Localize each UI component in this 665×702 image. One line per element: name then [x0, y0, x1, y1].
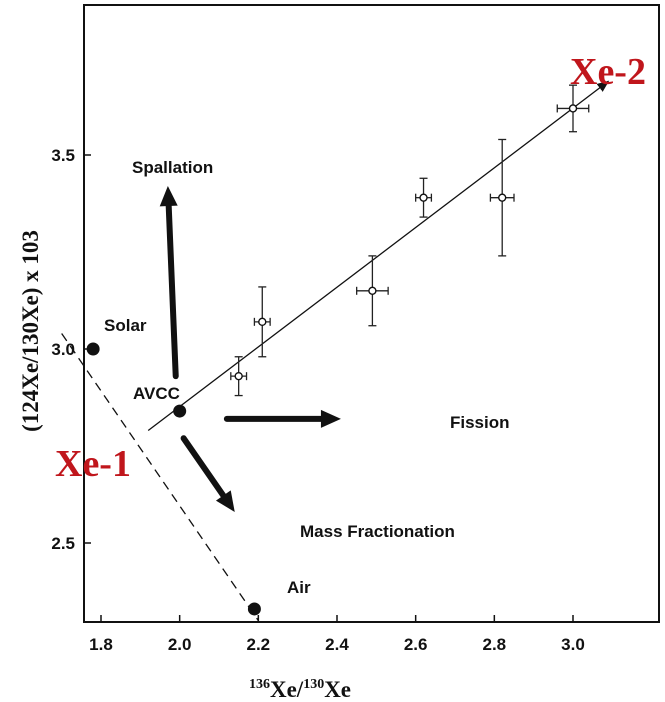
reference-points — [86, 342, 261, 616]
x-axis-title-sup2: 130 — [303, 677, 324, 692]
measurement-point — [356, 255, 389, 327]
annotation-spallation: Spallation — [132, 158, 213, 177]
measurement-point — [415, 177, 433, 218]
x-axis-title-tail: Xe — [324, 677, 351, 702]
x-tick-label: 2.8 — [483, 635, 507, 654]
x-axis-ticks: 1.8 2.0 2.2 2.4 2.6 2.8 3.0 — [89, 615, 585, 654]
avcc-point — [173, 404, 187, 418]
xe-2-trend-line — [147, 80, 610, 431]
xe-1-mixing-line — [61, 333, 259, 621]
annotation-mass-fractionation: Mass Fractionation — [300, 522, 455, 541]
x-tick-label: 2.2 — [247, 635, 271, 654]
x-tick-label: 2.6 — [404, 635, 428, 654]
x-axis-title-sup1: 136 — [249, 677, 270, 692]
process-arrows — [159, 186, 341, 512]
measurement-point — [230, 356, 248, 397]
measurement-marker — [258, 317, 267, 327]
y-axis-ticks: 2.5 3.0 3.5 — [51, 146, 91, 553]
measurement-marker — [368, 286, 377, 295]
mass-fractionation-arrow — [180, 435, 235, 512]
annotation-avcc: AVCC — [133, 384, 180, 403]
plot-frame — [83, 4, 660, 623]
mass-fractionation-arrow-head — [215, 490, 235, 512]
x-tick-label: 2.0 — [168, 635, 192, 654]
spallation-arrow-head — [159, 186, 178, 207]
fission-arrow — [223, 409, 341, 428]
trend-lines — [61, 80, 610, 621]
spallation-arrow-shaft — [165, 203, 179, 380]
spallation-arrow — [159, 186, 179, 380]
annotation-fission: Fission — [450, 413, 510, 432]
y-axis-title: (124Xe/130Xe) x 103 — [18, 230, 43, 432]
annotation-air: Air — [287, 578, 311, 597]
measurement-point — [556, 84, 590, 133]
component-label-xe-2: Xe-2 — [570, 51, 646, 93]
measurement-marker — [568, 104, 578, 113]
y-tick-label: 2.5 — [51, 534, 75, 553]
measurement-point — [489, 138, 515, 257]
x-axis-title: 136Xe/130Xe — [249, 677, 351, 702]
fission-arrow-head — [320, 409, 341, 428]
component-label-xe-1: Xe-1 — [55, 443, 131, 485]
x-tick-label: 2.4 — [325, 635, 349, 654]
x-axis-title-main: Xe/ — [270, 677, 304, 702]
measurement-marker — [419, 193, 428, 202]
x-tick-label: 3.0 — [561, 635, 585, 654]
air-point — [247, 602, 261, 616]
solar-point — [86, 342, 100, 356]
y-tick-label: 3.5 — [51, 146, 75, 165]
measurement-point — [253, 286, 271, 358]
measurement-points — [230, 84, 590, 397]
x-tick-label: 1.8 — [89, 635, 113, 654]
mass-fractionation-arrow-shaft — [180, 435, 227, 499]
measurement-marker — [498, 193, 507, 202]
annotation-solar: Solar — [104, 316, 147, 335]
y-tick-label: 3.0 — [51, 340, 75, 359]
measurement-marker — [234, 371, 243, 381]
